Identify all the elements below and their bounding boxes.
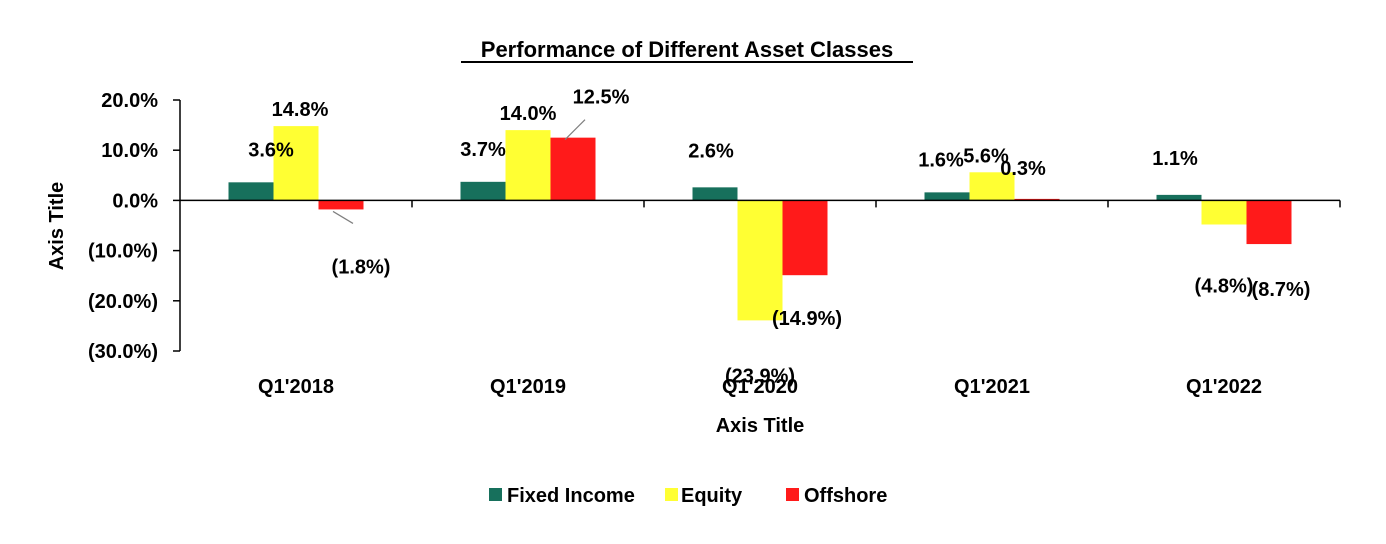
legend-label: Equity: [681, 485, 743, 507]
bar-offshore: [782, 200, 828, 276]
legend-swatch: [786, 488, 799, 501]
data-label: (1.8%): [332, 256, 391, 278]
data-label: 14.0%: [500, 103, 557, 125]
y-axis-ticks: 20.0% 10.0% 0.0% (10.0%) (20.0%) (30.0%): [88, 90, 180, 363]
bar-fixed-income: [1156, 194, 1202, 201]
bar-equity: [737, 200, 783, 321]
data-label: 0.3%: [1000, 158, 1046, 180]
legend-label: Offshore: [804, 485, 887, 507]
data-labels: 3.6% 3.7% 2.6% 1.6% 1.1% 14.8% 14.0% (23.9%) 5.6…: [248, 87, 1310, 388]
data-label: 3.6%: [248, 139, 294, 161]
axes: [179, 100, 1341, 351]
leader-line: [332, 210, 354, 224]
data-label: (23.9%): [725, 365, 795, 387]
data-label: (4.8%): [1195, 275, 1254, 297]
data-label: 5.6%: [963, 145, 1009, 167]
bar-offshore: [550, 137, 596, 201]
bar-equity: [273, 126, 319, 201]
data-label: 3.7%: [460, 139, 506, 161]
bar-equity: [505, 130, 551, 201]
data-label: 2.6%: [688, 140, 734, 162]
y-tick-label: (10.0%): [88, 241, 158, 263]
data-label: (14.9%): [772, 308, 842, 330]
data-label: 1.1%: [1152, 148, 1198, 170]
y-axis-title: Axis Title: [46, 182, 68, 271]
x-axis-categories: Q1'2018 Q1'2019 Q1'2020 Q1'2021 Q1'2022: [258, 376, 1262, 398]
y-tick-label: (20.0%): [88, 291, 158, 313]
legend-swatch: [665, 488, 678, 501]
data-label: 1.6%: [918, 149, 964, 171]
x-category-label: Q1'2021: [954, 376, 1030, 398]
x-category-label: Q1'2022: [1186, 376, 1262, 398]
chart-title: Performance of Different Asset Classes: [481, 37, 893, 62]
bar-fixed-income: [924, 192, 970, 201]
data-label: (8.7%): [1252, 279, 1311, 301]
data-label: 12.5%: [573, 87, 630, 109]
legend-swatch: [489, 488, 502, 501]
x-axis-title: Axis Title: [716, 415, 805, 437]
x-category-label: Q1'2019: [490, 376, 566, 398]
bar-fixed-income: [460, 181, 506, 201]
leader-lines: [332, 119, 586, 224]
bar-offshore: [1246, 200, 1292, 245]
x-category-label: Q1'2018: [258, 376, 334, 398]
bar-fixed-income: [692, 187, 738, 201]
legend: Fixed Income Equity Offshore: [489, 485, 887, 507]
bar-equity: [969, 172, 1015, 201]
x-category-label: Q1'2020: [722, 376, 798, 398]
y-tick-label: 0.0%: [112, 190, 158, 212]
y-tick-label: 10.0%: [101, 140, 158, 162]
bar-equity: [1201, 200, 1247, 225]
bar-offshore: [1014, 198, 1060, 201]
y-tick-label: (30.0%): [88, 341, 158, 363]
bars: [228, 126, 1292, 321]
legend-label: Fixed Income: [507, 485, 635, 507]
bar-fixed-income: [228, 182, 274, 201]
bar-offshore: [318, 200, 364, 210]
y-tick-label: 20.0%: [101, 90, 158, 112]
leader-line: [564, 119, 586, 141]
data-label: 14.8%: [272, 99, 329, 121]
